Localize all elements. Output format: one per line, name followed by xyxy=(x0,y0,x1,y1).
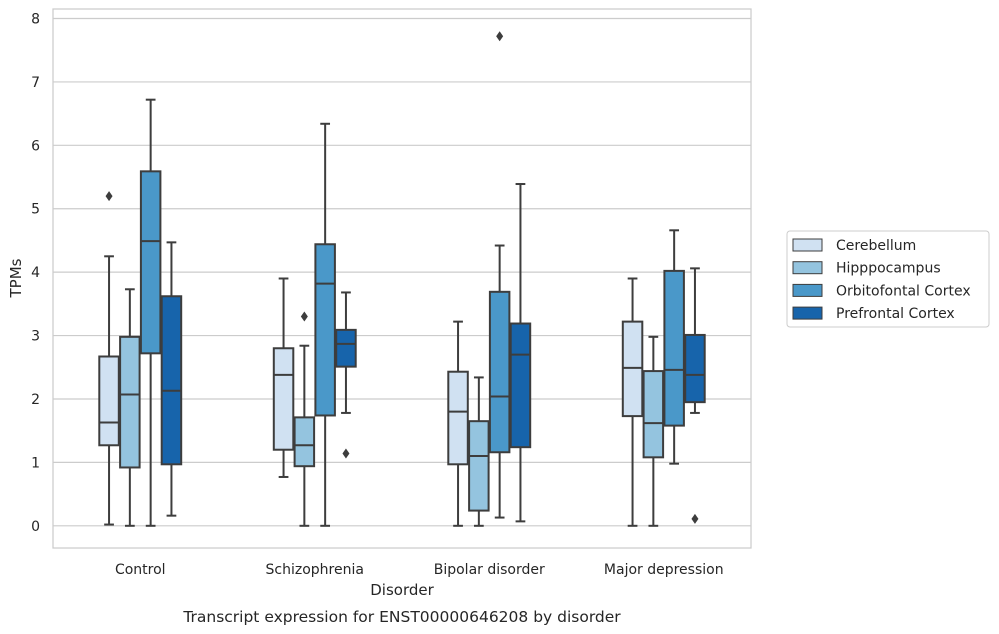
legend-swatch xyxy=(792,306,823,320)
box-0-3 xyxy=(160,241,183,517)
box-body xyxy=(119,335,141,469)
box-body xyxy=(139,170,162,355)
y-tick-label-6: 6 xyxy=(31,138,40,154)
box-3-2 xyxy=(663,229,685,465)
box-3-0 xyxy=(621,277,644,527)
outlier-point-0 xyxy=(300,311,308,322)
box-0-2 xyxy=(139,98,162,527)
box-body xyxy=(642,370,665,459)
y-tick-label-4: 4 xyxy=(31,265,40,281)
legend-label: Cerebellum xyxy=(836,238,916,254)
x-tick-label-2: Bipolar disorder xyxy=(434,562,545,578)
box-body xyxy=(488,290,511,454)
box-body xyxy=(160,295,183,466)
box-body xyxy=(98,355,120,447)
box-1-1 xyxy=(293,311,316,527)
legend-swatch xyxy=(792,283,823,297)
box-body xyxy=(314,243,336,417)
box-2-1 xyxy=(468,376,490,527)
x-tick-label-1: Schizophrenia xyxy=(266,562,364,578)
legend-frame xyxy=(786,230,990,328)
y-tick-label-8: 8 xyxy=(31,12,40,28)
legend-label: Orbitofontal Cortex xyxy=(836,283,971,299)
legend-swatch xyxy=(792,238,823,252)
y-axis-ticks: 0 1 2 3 4 5 6 7 8 xyxy=(31,12,40,535)
box-1-2 xyxy=(314,122,336,527)
boxes xyxy=(98,31,706,527)
box-1-0 xyxy=(272,277,295,478)
box-0-1 xyxy=(119,288,141,527)
legend-swatch xyxy=(792,261,823,275)
box-body xyxy=(293,416,316,468)
legend-item-2: Orbitofontal Cortex xyxy=(792,283,971,299)
box-2-3 xyxy=(509,183,532,523)
box-body xyxy=(447,370,469,466)
box-body xyxy=(684,333,706,404)
box-body xyxy=(468,420,490,512)
box-3-3 xyxy=(684,267,706,524)
y-tick-label-2: 2 xyxy=(31,392,40,408)
box-3-1 xyxy=(642,335,665,527)
legend-item-3: Prefrontal Cortex xyxy=(792,306,955,322)
box-1-3 xyxy=(335,291,357,459)
box-0-0 xyxy=(98,191,120,526)
outlier-point-0 xyxy=(342,448,350,459)
plot-area-frame xyxy=(52,8,752,549)
legend-item-1: Hipppocampus xyxy=(792,261,941,277)
box-body xyxy=(335,328,357,368)
y-axis-title: TPMs xyxy=(7,258,25,298)
outlier-point-0 xyxy=(496,31,504,42)
y-tick-label-3: 3 xyxy=(31,329,40,345)
legend-item-0: Cerebellum xyxy=(792,238,916,254)
y-tick-label-1: 1 xyxy=(31,455,40,471)
y-tick-label-5: 5 xyxy=(31,202,40,218)
box-body xyxy=(509,322,532,449)
legend-label: Prefrontal Cortex xyxy=(836,306,955,322)
y-tick-label-7: 7 xyxy=(31,75,40,91)
box-2-2 xyxy=(488,31,511,519)
y-tick-label-0: 0 xyxy=(31,519,40,535)
x-tick-label-0: Control xyxy=(115,562,166,578)
box-2-0 xyxy=(447,320,469,527)
x-axis-title: Disorder xyxy=(370,581,434,599)
outlier-point-0 xyxy=(105,191,113,202)
box-body xyxy=(272,347,295,451)
x-axis-ticks: Control Schizophrenia Bipolar disorder Majo… xyxy=(115,562,724,578)
outlier-point-0 xyxy=(691,513,699,524)
box-body xyxy=(663,269,685,427)
chart-caption: Transcript expression for ENST0000064620… xyxy=(182,608,621,626)
x-tick-label-3: Major depression xyxy=(604,562,724,578)
legend-label: Hipppocampus xyxy=(836,261,941,277)
legend: Cerebellum Hipppocampus Orbitofontal Corte… xyxy=(786,230,990,328)
